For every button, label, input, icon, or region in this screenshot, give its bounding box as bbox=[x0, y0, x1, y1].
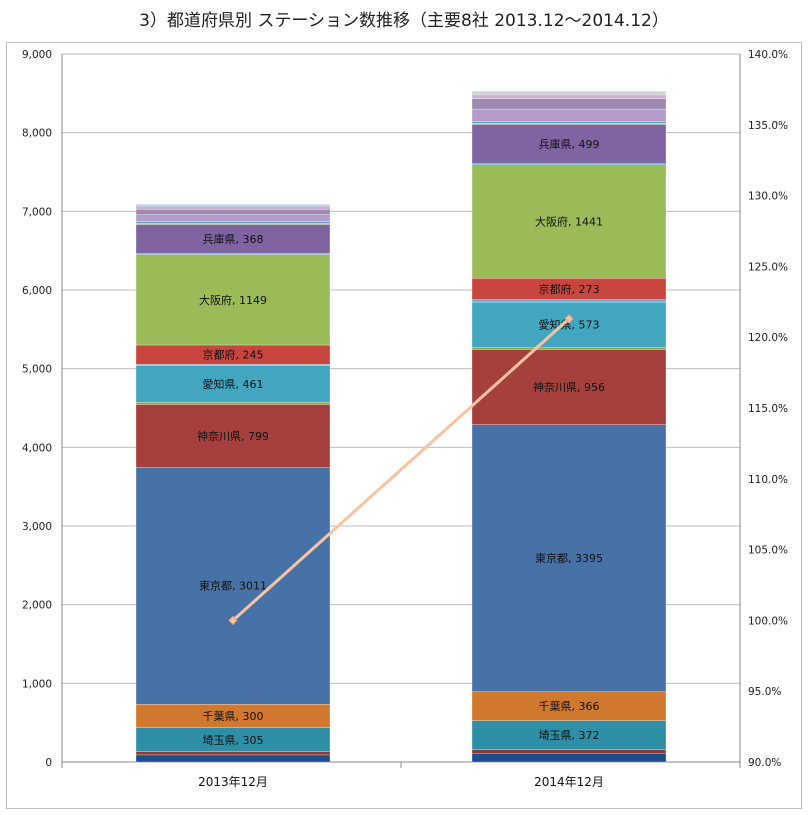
bar-segment bbox=[135, 205, 331, 210]
segment-label: 京都府, 273 bbox=[539, 282, 600, 296]
bar-segment bbox=[471, 749, 667, 754]
y-tick-label: 0 bbox=[45, 757, 52, 769]
bar-segment bbox=[135, 254, 331, 346]
y-tick-label: 4,000 bbox=[22, 442, 52, 454]
bar-segment bbox=[471, 163, 667, 165]
bar-segment bbox=[135, 364, 331, 366]
y-tick-label: 2,000 bbox=[22, 600, 52, 612]
bar-segment bbox=[471, 124, 667, 164]
segment-label: 埼玉県, 305 bbox=[203, 733, 264, 747]
bar-segment bbox=[471, 164, 667, 279]
bar-segment bbox=[135, 467, 331, 705]
chart-frame bbox=[6, 42, 802, 809]
segment-label: 大阪府, 1149 bbox=[199, 293, 267, 307]
x-category-label: 2013年12月 bbox=[198, 775, 268, 789]
y2-tick-label: 110.0% bbox=[748, 474, 788, 486]
bar-segment bbox=[135, 204, 331, 207]
bar-segment bbox=[471, 301, 667, 348]
y2-tick-label: 90.0% bbox=[748, 757, 781, 769]
growth-line-segment bbox=[231, 317, 571, 622]
bar-segment bbox=[135, 214, 331, 222]
segment-label: 愛知県, 573 bbox=[539, 318, 600, 332]
segment-label: 兵庫県, 368 bbox=[203, 232, 264, 246]
growth-line bbox=[228, 314, 574, 626]
segment-label: 神奈川県, 956 bbox=[533, 380, 605, 394]
right-axis: 90.0% 95.0% 100.0% 105.0% 110.0% 115.0% 120.0%… bbox=[739, 49, 788, 769]
bar-segment bbox=[471, 424, 667, 692]
y2-tick-label: 115.0% bbox=[748, 403, 788, 415]
y-tick-label: 8,000 bbox=[22, 128, 52, 140]
bar-segment bbox=[135, 751, 331, 756]
bar-segment bbox=[471, 753, 667, 763]
bar-segment bbox=[471, 123, 667, 125]
segment-label: 東京都, 3395 bbox=[535, 551, 603, 565]
bar-segment bbox=[471, 691, 667, 721]
bar-segment bbox=[471, 346, 667, 350]
segment-label: 京都府, 245 bbox=[203, 348, 264, 362]
bar-segment bbox=[471, 720, 667, 750]
bar-segment bbox=[471, 92, 667, 96]
segment-labels: 埼玉県, 305 千葉県, 300 東京都, 3011 神奈川県, 799 愛知県, 4… bbox=[197, 137, 605, 747]
bar-segment bbox=[135, 401, 331, 405]
bar-segment bbox=[135, 224, 331, 254]
segment-label: 兵庫県, 499 bbox=[539, 137, 600, 151]
bar-segment bbox=[135, 253, 331, 255]
y2-tick-label: 100.0% bbox=[748, 615, 788, 627]
x-axis: 2013年12月 2014年12月 bbox=[61, 762, 741, 789]
bar-segment bbox=[471, 349, 667, 425]
segment-label: 千葉県, 366 bbox=[539, 699, 600, 713]
segment-label: 愛知県, 461 bbox=[203, 377, 264, 391]
y-tick-label: 3,000 bbox=[22, 521, 52, 533]
left-axis: 0 1,000 2,000 3,000 4,000 5,000 6,000 7,000 8,00… bbox=[22, 49, 63, 769]
y2-tick-label: 140.0% bbox=[748, 49, 788, 61]
segment-label: 東京都, 3011 bbox=[199, 579, 267, 593]
y-tick-label: 1,000 bbox=[22, 678, 52, 690]
chart-title: 3）都道府県別 ステーション数推移（主要8社 2013.12～2014.12） bbox=[139, 11, 669, 31]
segment-label: 大阪府, 1441 bbox=[535, 215, 603, 229]
y2-tick-label: 95.0% bbox=[748, 686, 781, 698]
growth-line-marker bbox=[564, 314, 574, 324]
growth-line-marker bbox=[228, 615, 238, 626]
bars bbox=[135, 91, 667, 763]
y2-tick-label: 120.0% bbox=[748, 332, 788, 344]
bar-segment bbox=[471, 98, 667, 110]
bar-segment bbox=[471, 108, 667, 122]
y2-tick-label: 125.0% bbox=[748, 261, 788, 273]
y-tick-label: 6,000 bbox=[22, 285, 52, 297]
y2-tick-label: 135.0% bbox=[748, 120, 788, 132]
segment-label: 埼玉県, 372 bbox=[539, 728, 600, 742]
bar-segment bbox=[471, 94, 667, 99]
bar-segment bbox=[135, 754, 331, 763]
bar-segment bbox=[135, 365, 331, 403]
bar-segment bbox=[135, 404, 331, 468]
segment-label: 千葉県, 300 bbox=[203, 709, 264, 723]
bar-segment bbox=[135, 208, 331, 215]
y-tick-label: 7,000 bbox=[22, 206, 52, 218]
y2-tick-label: 105.0% bbox=[748, 545, 788, 557]
x-category-label: 2014年12月 bbox=[534, 775, 604, 789]
y2-tick-label: 130.0% bbox=[748, 191, 788, 203]
bar-segment bbox=[471, 121, 667, 124]
bar-segment bbox=[471, 91, 667, 94]
segment-label: 神奈川県, 799 bbox=[197, 429, 269, 443]
y-tick-label: 9,000 bbox=[22, 49, 52, 61]
y-tick-label: 5,000 bbox=[22, 364, 52, 376]
bar-segment bbox=[135, 223, 331, 225]
bar-segment bbox=[135, 221, 331, 224]
bar-segment bbox=[471, 299, 667, 303]
